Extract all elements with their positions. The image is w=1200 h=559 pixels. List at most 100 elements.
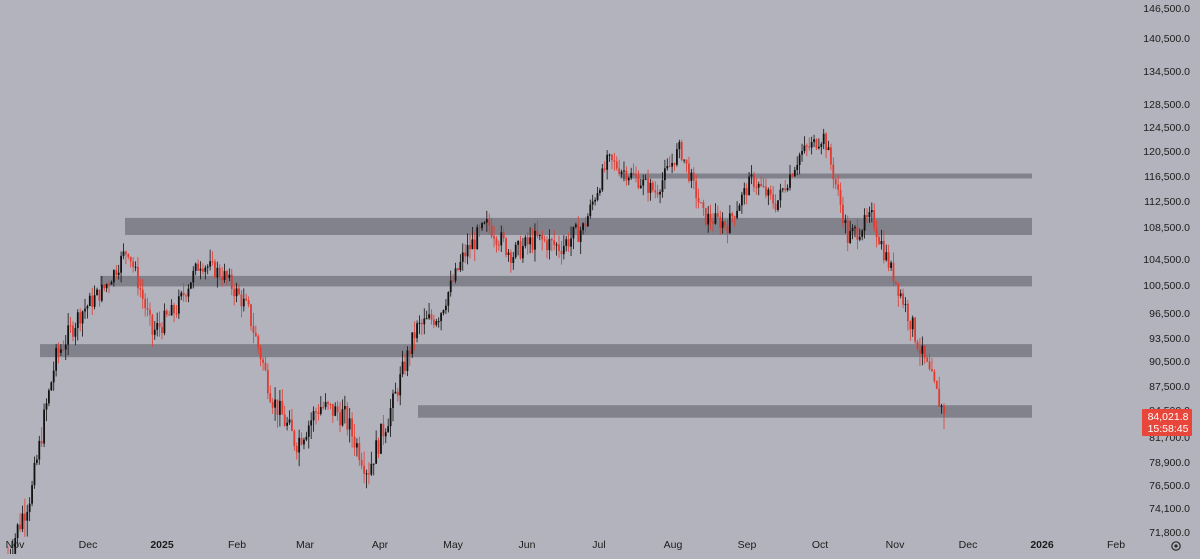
candle-body [575, 224, 577, 226]
candle-body [616, 162, 618, 169]
candle-body [339, 412, 341, 425]
candle-body [683, 160, 685, 161]
candle-body [443, 310, 445, 313]
candle-body [883, 241, 885, 260]
candle-body [265, 363, 267, 370]
candle-body [139, 288, 141, 290]
time-tick-label: Apr [372, 539, 389, 551]
candle-body [274, 400, 276, 408]
candle-body [606, 155, 608, 170]
candle-body [322, 407, 324, 408]
candle-body [869, 212, 871, 217]
candle-body [226, 271, 228, 278]
candle-body [782, 189, 784, 190]
candle-body [479, 227, 481, 228]
candle-body [24, 514, 26, 521]
candle-body [236, 288, 238, 296]
candle-body [743, 188, 745, 195]
price-tick-label: 128,500.0 [1143, 99, 1190, 111]
candle-body [72, 326, 74, 337]
candle-body [505, 238, 507, 255]
candle-body [914, 318, 916, 342]
candle-body [779, 190, 781, 201]
candle-body [556, 244, 558, 245]
candle-body [89, 296, 91, 306]
candle-body [727, 225, 729, 233]
candle-body [452, 281, 454, 282]
candle-body [421, 323, 423, 324]
candle-body [695, 181, 697, 199]
candle-body [70, 325, 72, 326]
candle-body [686, 160, 688, 164]
price-zone[interactable] [40, 344, 1032, 357]
candle-body [426, 318, 428, 319]
candle-body [476, 227, 478, 249]
candle-body [156, 323, 158, 330]
candle-body [481, 223, 483, 228]
candle-body [190, 282, 192, 288]
candle-body [354, 436, 356, 447]
candle-body [777, 200, 779, 210]
candle-body [897, 283, 899, 296]
candle-body [861, 231, 863, 237]
price-tick-label: 93,500.0 [1149, 333, 1190, 345]
candle-body [640, 186, 642, 188]
candle-body [582, 223, 584, 230]
candle-body [62, 349, 64, 350]
candle-body [99, 290, 101, 301]
candle-body [548, 239, 550, 250]
candle-body [707, 214, 709, 225]
candle-body [450, 281, 452, 293]
candle-body [411, 332, 413, 354]
candle-body [216, 268, 218, 277]
candle-body [38, 441, 40, 460]
price-zone[interactable] [620, 174, 1032, 179]
candle-body [34, 463, 36, 485]
candle-body [618, 169, 620, 175]
candle-body [885, 252, 887, 260]
candle-body [337, 406, 339, 412]
candle-body [599, 190, 601, 193]
candle-body [46, 403, 48, 409]
candle-body [397, 392, 399, 396]
candle-body [313, 411, 315, 420]
candle-body [693, 173, 695, 181]
gear-icon[interactable] [1172, 542, 1180, 550]
candle-body [221, 277, 223, 280]
candle-body [390, 408, 392, 426]
candle-body [907, 304, 909, 321]
candle-body [878, 237, 880, 244]
candle-body [423, 319, 425, 325]
candle-body [724, 221, 726, 225]
candles [7, 129, 945, 554]
candle-body [118, 273, 120, 275]
price-zone[interactable] [418, 405, 1032, 418]
candle-body [890, 263, 892, 268]
candle-body [674, 163, 676, 165]
candle-body [253, 326, 255, 333]
candle-body [710, 214, 712, 222]
time-tick-label: 2025 [150, 539, 174, 551]
candle-body [929, 361, 931, 369]
candle-body [219, 268, 221, 277]
candle-body [231, 275, 233, 289]
candle-body [65, 345, 67, 350]
candle-body [416, 323, 418, 338]
candle-body [678, 142, 680, 149]
candle-body [209, 261, 211, 266]
price-axis[interactable]: 146,500.0140,500.0134,500.0128,500.0124,… [1143, 3, 1190, 539]
candle-body [435, 321, 437, 325]
candle-body [840, 190, 842, 205]
price-zone[interactable] [100, 276, 1032, 287]
candle-body [772, 194, 774, 203]
candle-body [876, 228, 878, 237]
candle-body [760, 184, 762, 186]
candle-body [334, 406, 336, 415]
candle-body [26, 512, 28, 521]
candle-body [666, 166, 668, 168]
candle-body [349, 418, 351, 429]
candle-body [842, 205, 844, 223]
candle-body [296, 446, 298, 452]
